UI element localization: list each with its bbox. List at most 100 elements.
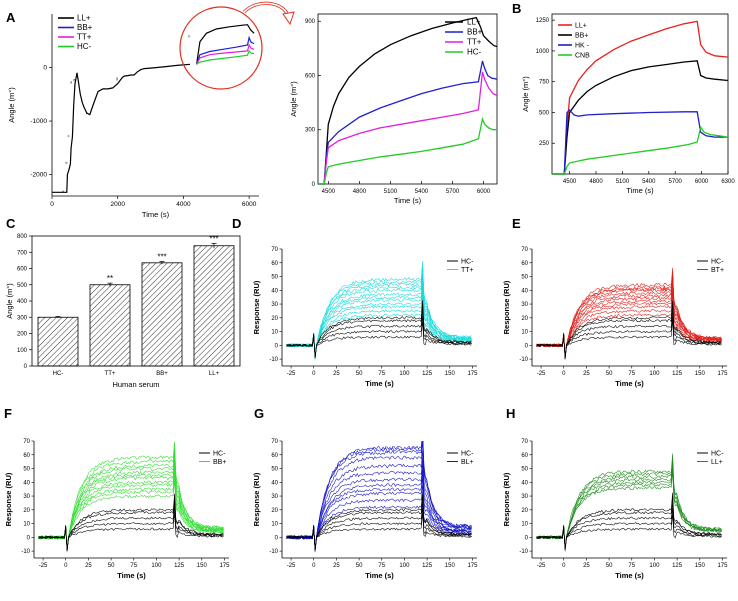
y-axis-title: Response (RU) xyxy=(252,472,261,526)
series-line-3 xyxy=(318,116,497,185)
y-axis-title: Response (RU) xyxy=(502,280,511,334)
category-label: LL+ xyxy=(209,371,220,377)
x-tick-label: -25 xyxy=(537,371,546,377)
legend-label: HC- xyxy=(711,451,724,458)
sensorgram-hc xyxy=(286,303,472,358)
legend-label: HK - xyxy=(575,43,590,50)
legend-label: HC- xyxy=(461,451,474,458)
x-tick-label: 150 xyxy=(695,371,706,377)
panel-label-f: F xyxy=(4,406,12,421)
legend-label: BB+ xyxy=(467,28,483,37)
x-tick-label: 2000 xyxy=(110,201,125,208)
x-tick-label: -25 xyxy=(537,563,546,569)
y-axis-title: Response (RU) xyxy=(4,472,13,526)
y-tick-label: 10 xyxy=(521,330,528,336)
x-axis-title: Time (s) xyxy=(394,196,422,205)
x-tick-label: 75 xyxy=(130,563,137,569)
panel-label-e: E xyxy=(512,216,521,231)
x-tick-label: 5100 xyxy=(616,179,630,185)
y-tick-label: 70 xyxy=(271,247,278,253)
y-tick-label: 60 xyxy=(271,453,278,459)
y-tick-label: 250 xyxy=(539,141,550,147)
x-tick-label: 150 xyxy=(445,563,456,569)
panel-label-g: G xyxy=(254,406,264,421)
x-axis-title: Human serum xyxy=(112,380,159,389)
y-tick-label: 30 xyxy=(521,494,528,500)
category-label: BB+ xyxy=(156,371,168,377)
x-tick-label: 100 xyxy=(151,563,162,569)
x-tick-label: 125 xyxy=(422,371,433,377)
x-tick-label: 4500 xyxy=(322,189,336,195)
panel-label-a: A xyxy=(6,10,16,25)
y-tick-label: -10 xyxy=(519,357,528,363)
x-axis-title: Time (s) xyxy=(365,379,394,388)
y-tick-label: 50 xyxy=(521,467,528,473)
y-tick-label: 300 xyxy=(17,315,28,321)
panel-label-h: H xyxy=(506,406,515,421)
x-tick-label: 50 xyxy=(606,563,613,569)
y-tick-label: 0 xyxy=(43,65,47,72)
y-tick-label: 40 xyxy=(271,480,278,486)
zoom-arrow-inner xyxy=(243,2,289,17)
panel-label-d: D xyxy=(232,216,241,231)
y-tick-label: 750 xyxy=(539,80,550,86)
legend-label: TT+ xyxy=(467,38,482,47)
legend-label: BB+ xyxy=(213,459,226,466)
legend-label: BB+ xyxy=(77,23,93,32)
y-tick-label: -10 xyxy=(269,549,278,555)
curves xyxy=(536,267,722,360)
significance-label: *** xyxy=(157,253,166,262)
y-tick-label: 70 xyxy=(271,439,278,445)
y-tick-label: 0 xyxy=(275,535,279,541)
x-axis-title: Time (s) xyxy=(615,571,644,580)
legend-label: TT+ xyxy=(77,33,92,42)
series-line-1 xyxy=(552,60,729,175)
plot-frame xyxy=(317,13,498,185)
legend-label: LL+ xyxy=(467,18,481,27)
legend-label: CNB xyxy=(575,53,590,60)
y-axis-title: Angle (m°) xyxy=(521,76,530,112)
x-tick-label: 6000 xyxy=(695,179,709,185)
y-tick-label: 40 xyxy=(271,288,278,294)
significance-label: ** xyxy=(107,274,113,283)
y-tick-label: 40 xyxy=(521,480,528,486)
sensorgram-bl xyxy=(286,441,472,549)
x-tick-label: 75 xyxy=(628,371,635,377)
y-tick-label: 20 xyxy=(521,316,528,322)
y-tick-label: -2000 xyxy=(30,172,47,179)
curves xyxy=(286,441,472,552)
x-tick-label: 4800 xyxy=(353,189,367,195)
zoom-arrow-head xyxy=(282,11,295,26)
legend-label: HC- xyxy=(77,42,92,51)
x-tick-label: 6300 xyxy=(721,179,735,185)
x-tick-label: 150 xyxy=(197,563,208,569)
x-tick-label: 125 xyxy=(174,563,185,569)
y-tick-label: 10 xyxy=(23,522,30,528)
legend-label: LL+ xyxy=(77,14,91,23)
y-tick-label: 60 xyxy=(23,453,30,459)
zoom-arrow xyxy=(242,1,290,17)
y-tick-label: 0 xyxy=(525,535,529,541)
panel-b: B 4500 4800 5100 5400 5700 6000 6300 250 500 750 10… xyxy=(512,1,735,195)
x-tick-label: -25 xyxy=(287,563,296,569)
y-tick-label: 30 xyxy=(521,302,528,308)
annotation-label: h xyxy=(188,35,190,39)
x-tick-label: -25 xyxy=(39,563,48,569)
y-axis-title: Response (RU) xyxy=(502,472,511,526)
y-tick-label: 50 xyxy=(521,275,528,281)
legend-label: LL+ xyxy=(575,23,587,30)
y-axis-title: Angle (m°) xyxy=(7,87,16,123)
legend-label: HC- xyxy=(213,451,226,458)
sensorgram-hc xyxy=(286,501,472,551)
x-axis-title: Time (s) xyxy=(615,379,644,388)
sensorgram-hc xyxy=(536,315,722,360)
x-axis-title: Time (s) xyxy=(365,571,394,580)
y-tick-label: 10 xyxy=(521,522,528,528)
x-axis-title: Time (s) xyxy=(142,210,170,219)
bar xyxy=(37,316,79,367)
x-tick-label: 75 xyxy=(378,563,385,569)
y-tick-label: 100 xyxy=(17,348,28,354)
y-tick-label: 400 xyxy=(17,299,28,305)
zoom-circle xyxy=(179,6,263,90)
